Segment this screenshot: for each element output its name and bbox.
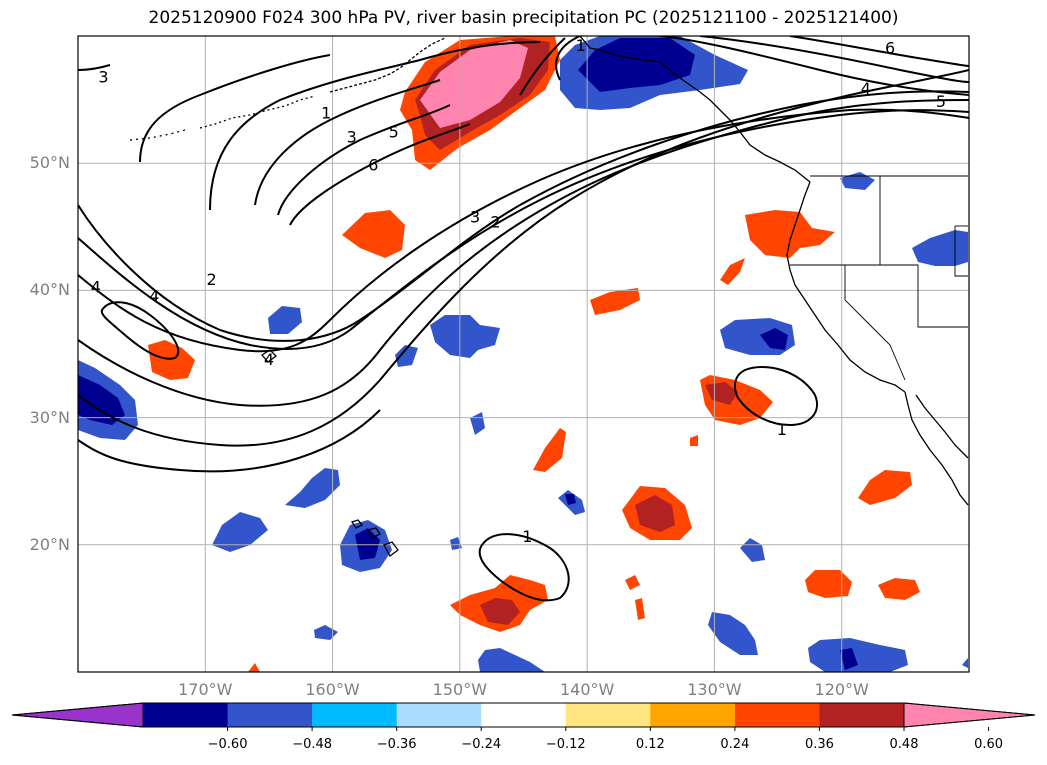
colorbar-tick-label-0: −0.60 (207, 737, 248, 752)
colorbar-segment-3 (312, 703, 398, 727)
lon-label-3: 140°W (559, 680, 615, 699)
colorbar (11, 702, 1036, 731)
pv-label-8: 4 (91, 278, 101, 297)
pv-label-2: 3 (347, 127, 357, 146)
pv-label-10: 4 (264, 350, 274, 369)
pv-label-3: 5 (389, 122, 399, 141)
pv-contours (78, 36, 969, 602)
map-title: 2025120900 F024 300 hPa PV, river basin … (148, 8, 899, 28)
pv-label-14: 5 (936, 92, 946, 111)
colorbar-tick-label-2: −0.36 (376, 737, 417, 752)
colorbar-segment-1 (143, 703, 229, 727)
lat-label-3: 50°N (29, 153, 70, 173)
colorbar-segment-7 (650, 703, 736, 727)
colorbar-segment-4 (396, 703, 482, 727)
political-borders (790, 175, 968, 381)
colorbar-segment-2 (227, 703, 313, 727)
pv-label-5: 3 (470, 208, 480, 227)
lat-label-1: 30°N (29, 407, 70, 427)
map-frame (77, 35, 970, 673)
lon-label-4: 130°W (687, 680, 742, 699)
pv-label-12: 6 (885, 38, 895, 57)
colorbar-segment-9 (819, 703, 905, 727)
lon-label-1: 160°W (305, 680, 360, 699)
colorbar-tick-label-7: 0.36 (804, 737, 834, 752)
pv-label-13: 4 (861, 79, 871, 98)
colorbar-outline (11, 702, 1036, 728)
colorbar-tick-label-1: −0.48 (292, 737, 333, 752)
colorbar-segment-6 (565, 703, 651, 727)
pv-label-7: 2 (207, 270, 217, 289)
colorbar-extend-low (11, 702, 144, 728)
colorbar-tick-label-6: 0.24 (720, 737, 750, 752)
pv-label-11: 1 (576, 36, 586, 55)
lat-label-2: 40°N (29, 280, 70, 300)
colorbar-tick-label-3: −0.24 (461, 737, 502, 752)
lon-label-5: 120°W (814, 680, 869, 699)
pv-label-15: 1 (777, 420, 787, 439)
pv-label-9: 4 (149, 286, 159, 305)
pv-label-0: 3 (98, 68, 108, 87)
lon-label-2: 150°W (432, 680, 488, 699)
lat-label-0: 20°N (29, 534, 70, 554)
colorbar-tick-label-9: 0.60 (974, 737, 1004, 752)
pv-label-1: 1 (321, 103, 331, 122)
pv-label-6: 2 (490, 213, 500, 232)
map-gridlines (78, 36, 969, 672)
colorbar-segment-5 (481, 703, 567, 727)
pv-label-16: 1 (522, 527, 532, 546)
colorbar-extend-high (903, 702, 1036, 728)
colorbar-segment-8 (734, 703, 820, 727)
colorbar-tick-label-8: 0.48 (889, 737, 919, 752)
precipitation-shading (78, 36, 968, 672)
colorbar-tick-label-5: 0.12 (635, 737, 665, 752)
colorbar-tick-label-4: −0.12 (545, 737, 586, 752)
pv-label-4: 6 (368, 155, 378, 174)
lon-label-0: 170°W (178, 680, 233, 699)
